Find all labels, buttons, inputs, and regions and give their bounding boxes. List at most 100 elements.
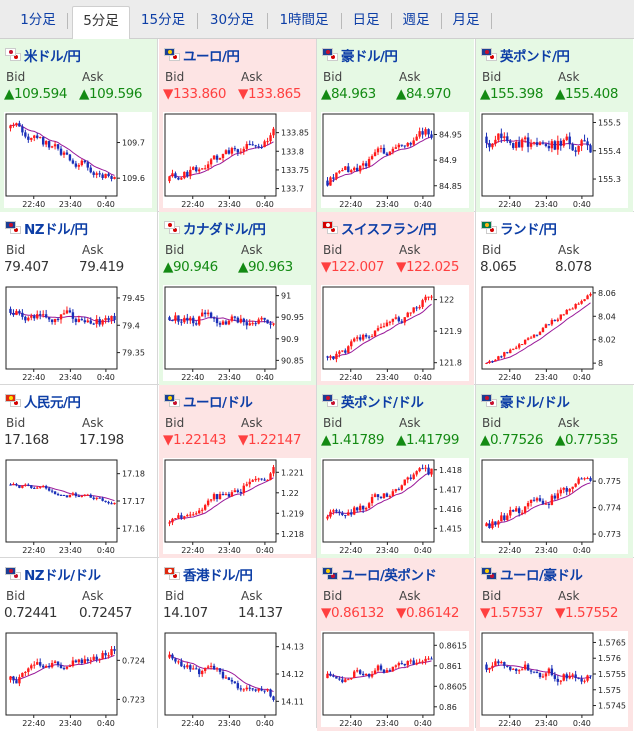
tab-1hour[interactable]: 1時間足 [279, 12, 329, 28]
candle-body [83, 320, 86, 323]
tab-weekly[interactable]: 週足 [402, 12, 430, 28]
pair-title[interactable]: 英ポンド/ドル [322, 392, 424, 411]
candlestick-chart[interactable]: 91 90.95 90.9 90.85 22:40 23:40 0:40 [163, 285, 311, 381]
pair-title[interactable]: カナダドル/円 [164, 219, 266, 238]
pair-title[interactable]: 英ポンド/円 [481, 46, 570, 65]
candle-body [424, 658, 427, 662]
pair-name[interactable]: 英ポンド/ドル [341, 395, 424, 411]
candle-body [541, 500, 545, 504]
currency-pair-card[interactable]: NZドル/円 Bid Ask 79.407 79.419 79.45 79.4 79.35 22… [0, 212, 157, 385]
candle-body [562, 487, 565, 490]
candle-body [65, 495, 69, 498]
candle-body [559, 680, 562, 682]
currency-pair-card[interactable]: スイスフラン/円 Bid Ask ▼122.007 ▼122.025 122 121.9 12… [317, 212, 474, 385]
pair-name[interactable]: ランド/円 [500, 222, 557, 238]
pair-title[interactable]: スイスフラン/円 [322, 219, 437, 238]
x-tick-label: 23:40 [59, 719, 82, 727]
tab-30min[interactable]: 30分足 [209, 12, 255, 28]
pair-name[interactable]: ユーロ/円 [183, 49, 240, 65]
candle-body [382, 147, 386, 154]
currency-pair-card[interactable]: カナダドル/円 Bid Ask ▲90.946 ▲90.963 91 90.95 90.9 90… [159, 212, 316, 385]
pair-title[interactable]: ユーロ/豪ドル [481, 565, 583, 584]
pair-name[interactable]: カナダドル/円 [183, 222, 266, 238]
pair-title[interactable]: 豪ドル/ドル [481, 392, 570, 411]
candlestick-chart[interactable]: 1.221 1.22 1.219 1.218 22:40 23:40 0:40 [163, 458, 311, 554]
candle-body [227, 320, 231, 325]
currency-pair-card[interactable]: ユーロ/円 Bid Ask ▼133.860 ▼133.865 133.85 133.8 13… [159, 39, 316, 212]
candle-body [577, 303, 580, 305]
candle-body [212, 494, 216, 500]
tab-monthly[interactable]: 月足 [452, 12, 480, 28]
candle-body [406, 477, 409, 480]
candlestick-chart[interactable]: 0.724 0.723 22:40 23:40 0:40 [4, 631, 152, 727]
currency-pair-card[interactable]: 豪ドル/円 Bid Ask ▲84.963 ▲84.970 84.95 84.9 84.85 2… [317, 39, 474, 212]
candle-body [356, 507, 359, 511]
candlestick-chart[interactable]: 14.13 14.12 14.11 22:40 23:40 0:40 [163, 631, 311, 727]
currency-pair-card[interactable]: 人民元/円 Bid Ask 17.168 17.198 17.18 17.17 17.16 22… [0, 385, 157, 558]
candlestick-chart[interactable]: 1.5765 1.576 1.5755 1.575 1.5745 22:40 23:40 0:… [480, 631, 628, 727]
currency-pair-card[interactable]: 豪ドル/ドル Bid Ask ▲0.77526 ▲0.77535 0.775 0.774 0.… [476, 385, 633, 558]
ask-label: Ask [241, 416, 263, 430]
pair-title[interactable]: 米ドル/円 [5, 46, 81, 65]
currency-pair-card[interactable]: 英ポンド/ドル Bid Ask ▲1.41789 ▲1.41799 1.418 1.417 1… [317, 385, 474, 558]
currency-pair-card[interactable]: 香港ドル/円 Bid Ask 14.107 14.137 14.13 14.12 14.11 2… [159, 558, 316, 731]
currency-pair-card[interactable]: 米ドル/円 Bid Ask ▲109.594 ▲109.596 109.7 109.6 22:… [0, 39, 157, 212]
candle-body [568, 136, 571, 145]
currency-pair-card[interactable]: ユーロ/英ポンド Bid Ask ▼0.86132 ▼0.86142 0.8615 0.86… [317, 558, 474, 731]
y-tick-label: 1.219 [281, 509, 304, 518]
currency-pair-card[interactable]: NZドル/ドル Bid Ask 0.72441 0.72457 0.724 0.723 22:… [0, 558, 157, 731]
pair-title[interactable]: 香港ドル/円 [164, 565, 253, 584]
pair-name[interactable]: 香港ドル/円 [183, 568, 253, 584]
candlestick-chart[interactable]: 0.8615 0.861 0.8605 0.86 22:40 23:40 0:40 [321, 631, 469, 727]
pair-name[interactable]: 豪ドル/円 [341, 49, 398, 65]
candle-body [110, 315, 113, 320]
tab-5min[interactable]: 5分足 [72, 6, 130, 39]
currency-pair-card[interactable]: ランド/円 Bid Ask 8.065 8.078 8.06 8.04 8.02 8 22:40 2… [476, 212, 633, 385]
pair-name[interactable]: NZドル/円 [24, 222, 88, 238]
candle-body [257, 478, 260, 480]
candle-body [33, 316, 36, 319]
pair-title[interactable]: ランド/円 [481, 219, 557, 238]
pair-title[interactable]: ユーロ/円 [164, 46, 240, 65]
candle-body [358, 505, 362, 511]
pair-title[interactable]: 豪ドル/円 [322, 46, 398, 65]
pair-name[interactable]: 豪ドル/ドル [500, 395, 570, 411]
candle-body [95, 319, 98, 324]
candlestick-chart[interactable]: 79.45 79.4 79.35 22:40 23:40 0:40 [4, 285, 152, 381]
candlestick-chart[interactable]: 8.06 8.04 8.02 8 22:40 23:40 0:40 [480, 285, 628, 381]
candlestick-chart[interactable]: 109.7 109.6 22:40 23:40 0:40 [4, 112, 152, 208]
candle-body [344, 166, 347, 171]
candlestick-chart[interactable]: 17.18 17.17 17.16 22:40 23:40 0:40 [4, 458, 152, 554]
candlestick-chart[interactable]: 1.418 1.417 1.416 1.415 22:40 23:40 0:40 [321, 458, 469, 554]
candle-body [65, 310, 69, 314]
pair-name[interactable]: ユーロ/豪ドル [500, 568, 583, 584]
candlestick-chart[interactable]: 155.5 155.4 155.3 22:40 23:40 0:40 [480, 112, 628, 208]
candlestick-chart[interactable]: 84.95 84.9 84.85 22:40 23:40 0:40 [321, 112, 469, 208]
tab-15min[interactable]: 15分足 [140, 12, 186, 28]
tab-1min[interactable]: 1分足 [20, 12, 56, 28]
candle-body [574, 674, 577, 678]
currency-pair-card[interactable]: ユーロ/豪ドル Bid Ask ▼1.57537 ▼1.57552 1.5765 1.576… [476, 558, 633, 731]
currency-pair-card[interactable]: ユーロ/ドル Bid Ask ▼1.22143 ▼1.22147 1.221 1.22 1.2… [159, 385, 316, 558]
candlestick-chart[interactable]: 0.775 0.774 0.773 22:40 23:40 0:40 [480, 458, 628, 554]
pair-name[interactable]: 米ドル/円 [24, 49, 81, 65]
pair-title[interactable]: ユーロ/英ポンド [322, 565, 437, 584]
currency-pair-card[interactable]: 英ポンド/円 Bid Ask ▲155.398 ▲155.408 155.5 155.4 15… [476, 39, 633, 212]
pair-title[interactable]: 人民元/円 [5, 392, 81, 411]
pair-name[interactable]: ユーロ/英ポンド [341, 568, 437, 584]
candlestick-chart[interactable]: 122 121.9 121.8 22:40 23:40 0:40 [321, 285, 469, 381]
pair-name[interactable]: スイスフラン/円 [341, 222, 437, 238]
tab-daily[interactable]: 日足 [352, 12, 380, 28]
candle-body [101, 498, 104, 501]
pair-name[interactable]: 英ポンド/円 [500, 49, 570, 65]
pair-name[interactable]: 人民元/円 [24, 395, 81, 411]
pair-title[interactable]: NZドル/円 [5, 219, 88, 238]
pair-name[interactable]: ユーロ/ドル [183, 395, 253, 411]
candle-body [509, 666, 512, 670]
candle-body [529, 143, 533, 147]
pair-name[interactable]: NZドル/ドル [24, 568, 101, 584]
pair-title[interactable]: ユーロ/ドル [164, 392, 253, 411]
y-tick-label: 109.6 [122, 174, 145, 183]
pair-title[interactable]: NZドル/ドル [5, 565, 101, 584]
candlestick-chart[interactable]: 133.85 133.8 133.75 133.7 22:40 23:40 0:40 [163, 112, 311, 208]
